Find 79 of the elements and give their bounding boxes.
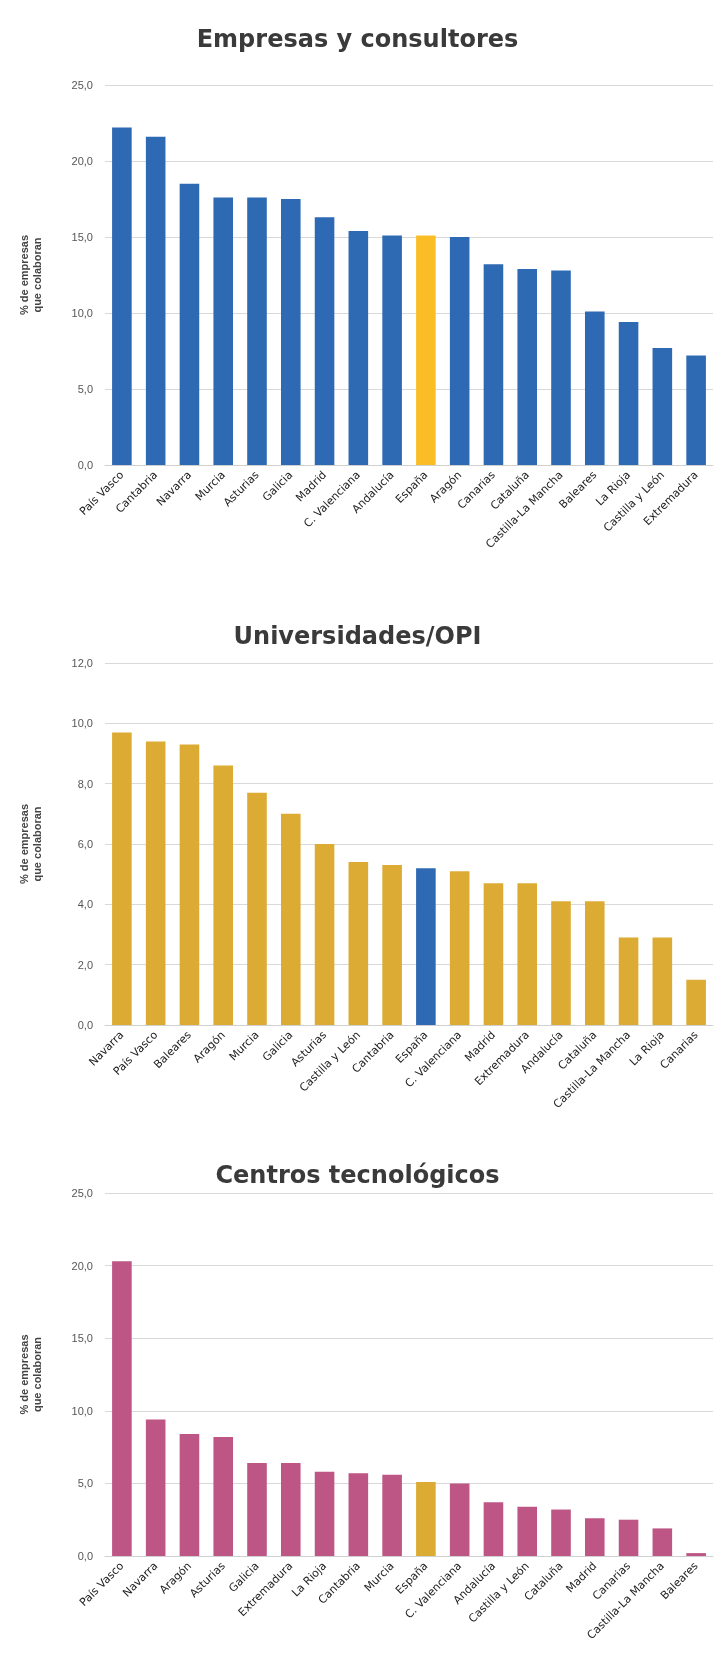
bar	[314, 844, 335, 1025]
y-tick-label: 15,0	[71, 231, 93, 243]
bar	[145, 1419, 166, 1556]
bar	[179, 1434, 200, 1556]
bar	[213, 765, 234, 1025]
bar	[348, 1473, 369, 1556]
bar	[686, 979, 706, 1025]
bar	[145, 741, 166, 1025]
bar	[348, 862, 369, 1025]
bar	[145, 136, 166, 465]
y-tick-label: 10,0	[71, 307, 93, 319]
bar	[179, 183, 200, 465]
bar	[382, 865, 402, 1025]
bar	[247, 1463, 267, 1556]
bar	[618, 322, 639, 465]
y-tick-label: 10,0	[71, 717, 93, 730]
y-axis-title: % de empresas que colaboran	[17, 234, 43, 316]
bar	[213, 197, 234, 465]
bar	[112, 1261, 132, 1556]
y-tick-label: 0,0	[77, 459, 93, 471]
y-tick-label: 0,0	[77, 1019, 93, 1031]
bar	[551, 901, 571, 1025]
bar	[280, 813, 301, 1025]
bar	[652, 1528, 673, 1556]
chart-title: Universidades/OPI	[233, 622, 482, 650]
y-tick-label: 5,0	[77, 1477, 93, 1490]
bar	[382, 235, 402, 465]
bar	[314, 217, 335, 465]
bar	[517, 1506, 538, 1556]
bar	[551, 270, 571, 465]
y-tick-label: 12,0	[71, 657, 93, 669]
y-tick-label: 8,0	[77, 777, 93, 790]
y-tick-label: 25,0	[71, 79, 93, 91]
bar	[179, 744, 200, 1025]
chart-title: Centros tecnológicos	[215, 1161, 500, 1189]
bar	[314, 1471, 335, 1556]
bar	[686, 1553, 706, 1556]
bar	[517, 268, 538, 465]
bar	[348, 230, 369, 465]
y-axis-title: % de empresas que colaboran	[17, 803, 43, 885]
y-axis-title: % de empresas que colaboran	[17, 1334, 43, 1415]
bar	[618, 937, 639, 1025]
bar	[652, 937, 673, 1025]
bar	[449, 1483, 470, 1556]
y-tick-label: 4,0	[77, 898, 93, 911]
bar	[517, 883, 538, 1025]
bar	[416, 868, 436, 1025]
bar	[247, 197, 267, 465]
bar	[483, 1502, 504, 1556]
bar	[483, 264, 504, 465]
bar	[213, 1436, 234, 1556]
y-tick-label: 2,0	[77, 958, 93, 971]
bar	[584, 311, 605, 465]
bar	[449, 871, 470, 1025]
bar	[652, 347, 673, 465]
bar	[416, 1481, 436, 1556]
bar	[280, 199, 301, 465]
y-tick-label: 0,0	[77, 1550, 93, 1562]
bar	[112, 732, 132, 1025]
bar	[584, 901, 605, 1025]
chart-title: Empresas y consultores	[196, 25, 519, 53]
bar	[382, 1474, 402, 1556]
bar	[247, 792, 267, 1025]
y-tick-label: 25,0	[71, 1187, 93, 1199]
y-tick-label: 20,0	[71, 1259, 93, 1272]
bar	[416, 235, 436, 465]
bar	[584, 1518, 605, 1556]
y-tick-label: 20,0	[71, 155, 93, 167]
y-tick-label: 10,0	[71, 1404, 93, 1417]
bar	[686, 355, 706, 465]
y-tick-label: 15,0	[71, 1332, 93, 1345]
bar	[483, 883, 504, 1025]
bar	[551, 1509, 571, 1556]
bar	[112, 127, 132, 465]
y-tick-label: 6,0	[77, 838, 93, 850]
y-tick-label: 5,0	[77, 383, 93, 395]
bar	[280, 1463, 301, 1556]
bar	[618, 1519, 639, 1556]
bar	[449, 237, 470, 465]
